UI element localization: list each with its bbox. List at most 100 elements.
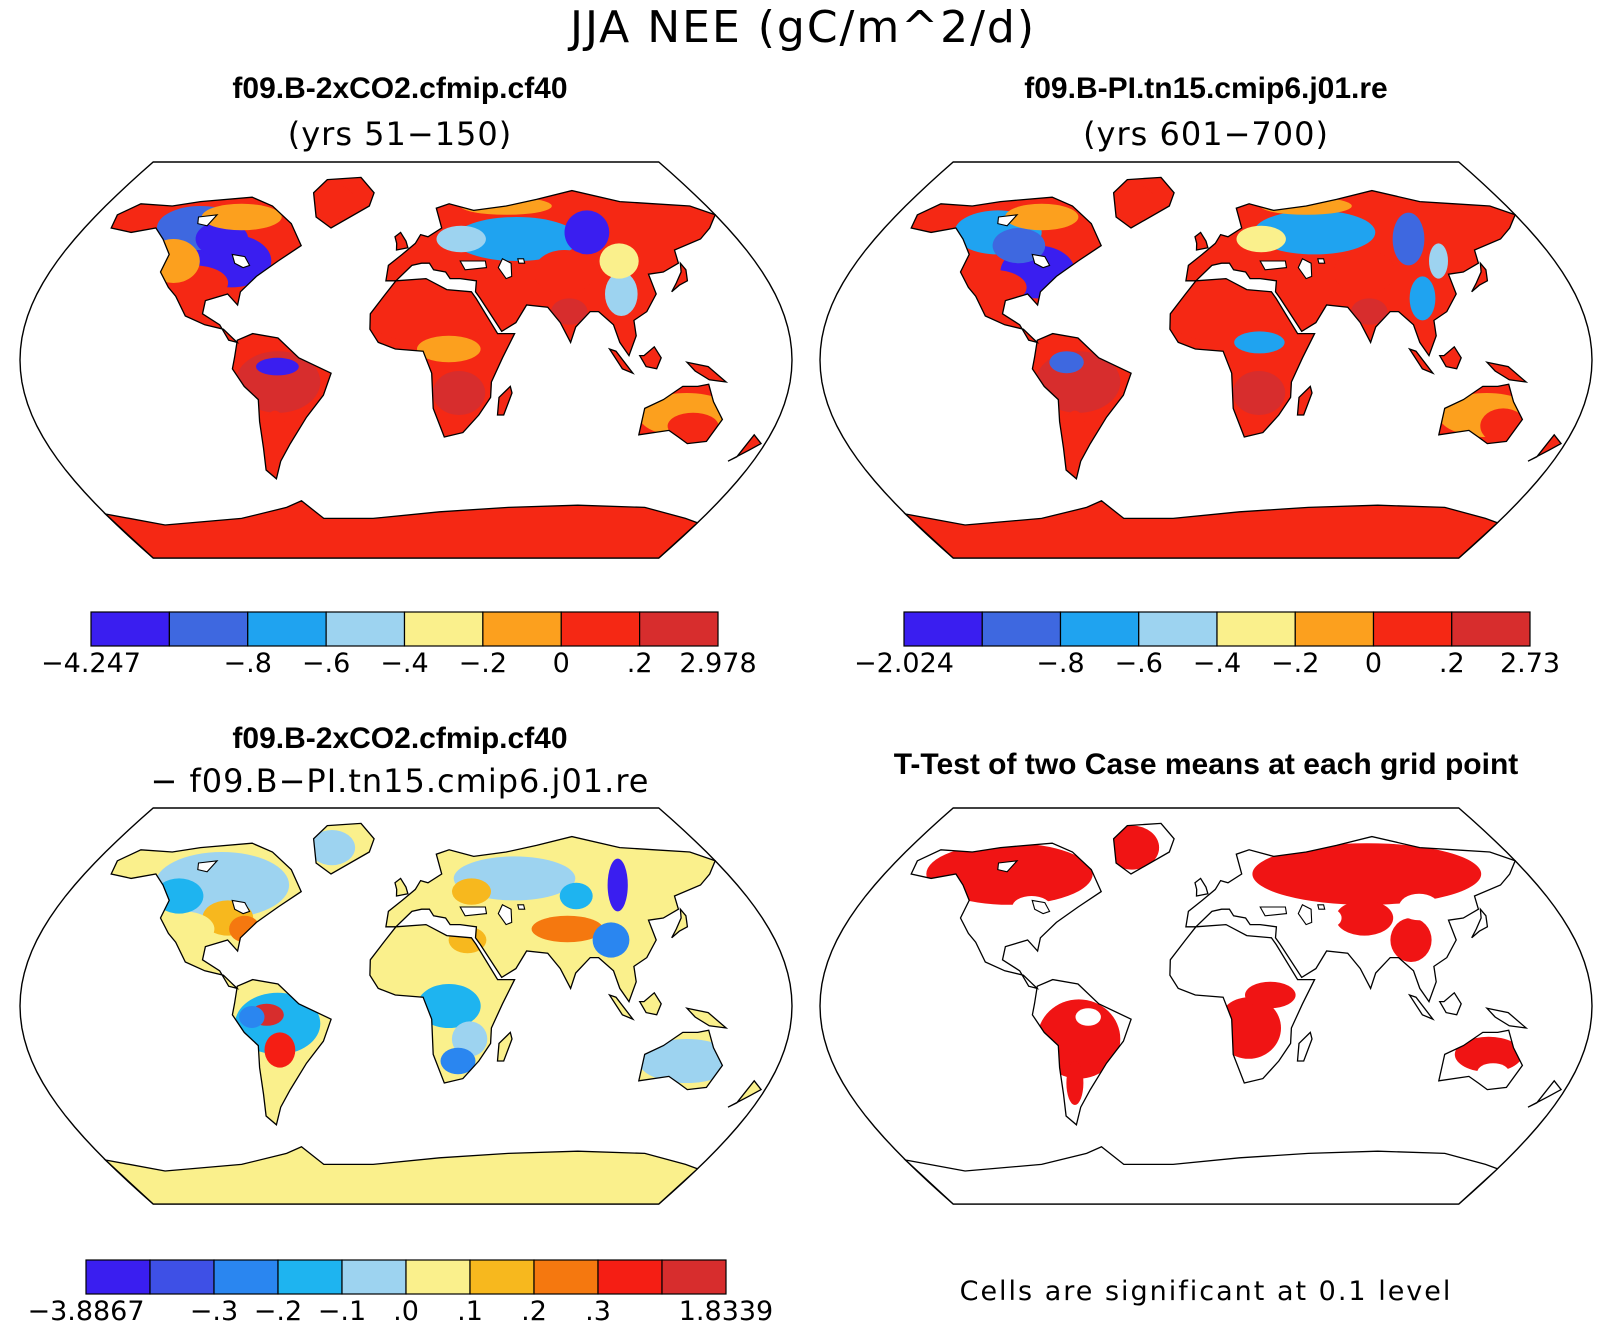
- coastline: [394, 877, 409, 897]
- coastline: [671, 907, 689, 939]
- colorbar-box: [341, 1259, 407, 1295]
- colorbar-box: [1059, 611, 1140, 647]
- lake: [197, 860, 219, 873]
- coastline: [496, 1031, 513, 1062]
- colorbar-tick-label: 2.73: [1499, 648, 1561, 679]
- colorbar-box: [903, 611, 983, 647]
- coastline: [496, 385, 513, 416]
- field-patch: [308, 184, 356, 220]
- coastline: [1031, 332, 1132, 480]
- field-patch: [417, 984, 481, 1028]
- coastline: [685, 361, 729, 383]
- lake: [1297, 258, 1313, 280]
- field-patch: [605, 272, 638, 316]
- coastline: [103, 500, 699, 559]
- coastline: [369, 277, 516, 438]
- coastline: [637, 1029, 724, 1091]
- coastline: [1031, 978, 1132, 1126]
- colorbar-tick-label: 0: [552, 648, 570, 679]
- field-patch: [1477, 1063, 1509, 1081]
- lake: [1259, 260, 1288, 271]
- panel1-map: [19, 161, 793, 559]
- lake: [1031, 253, 1051, 269]
- field-patch: [564, 210, 610, 255]
- coastline: [903, 1146, 1499, 1205]
- field-patch: [1166, 935, 1288, 989]
- coastline: [607, 347, 635, 375]
- field-patch: [1234, 331, 1285, 354]
- coastline: [1438, 345, 1462, 370]
- lake: [517, 904, 526, 910]
- field-patch: [1398, 893, 1440, 921]
- figure-title: JJA NEE (gC/m^2/d): [569, 2, 1037, 53]
- field-patch: [959, 915, 1009, 943]
- colorbar-tick-label: −2.024: [854, 648, 954, 679]
- lake: [1317, 904, 1326, 910]
- lake: [1297, 904, 1313, 926]
- colorbar-box: [1294, 611, 1375, 647]
- colorbar-tick-label: −.2: [458, 648, 508, 679]
- field-patch: [1333, 250, 1396, 294]
- coastline: [638, 991, 662, 1016]
- coastline: [1527, 1079, 1563, 1108]
- field-patch: [1429, 243, 1448, 279]
- field-patch: [1454, 1036, 1523, 1072]
- field-patch: [1390, 918, 1432, 962]
- coastline: [1112, 176, 1175, 229]
- colorbar-tick-label: −.2: [1271, 648, 1320, 679]
- coastline: [1471, 907, 1489, 939]
- lake: [197, 214, 219, 227]
- colorbar-box: [482, 611, 562, 647]
- coastline: [103, 1146, 699, 1205]
- colorbar-tick-label: .2: [626, 648, 653, 679]
- colorbar-tick-label: −.1: [317, 1296, 367, 1327]
- field-patch: [1005, 203, 1079, 231]
- significance-note: Cells are significant at 0.1 level: [959, 1276, 1453, 1307]
- field-patch: [1104, 825, 1160, 870]
- field-patch: [256, 357, 299, 376]
- panel1-subtitle: (yrs 51−150): [287, 115, 513, 153]
- panel1-colorbar: −4.247 −.8 −.6 −.4 −.2 0 .2 2.978: [41, 611, 757, 681]
- coastline: [1296, 1031, 1313, 1062]
- colorbar-tick-label: −.4: [380, 648, 429, 679]
- field-patch: [551, 298, 588, 325]
- panel3-subtitle: − f09.B−PI.tn15.cmip6.j01.re: [150, 762, 650, 800]
- coastline: [1485, 1007, 1529, 1029]
- lake: [459, 906, 488, 917]
- coastline: [110, 196, 303, 344]
- colorbar-box: [1372, 611, 1453, 647]
- field-patch: [1166, 289, 1288, 343]
- colorbar-tick-label: 2.978: [679, 648, 757, 679]
- colorbar-boxes: [85, 1259, 727, 1295]
- colorbar-box: [1451, 611, 1531, 647]
- field-patch: [1335, 900, 1394, 936]
- colorbar-box: [1138, 611, 1218, 647]
- field-patch: [1308, 907, 1342, 929]
- field-patch: [440, 1047, 476, 1075]
- field-patch: [239, 1006, 265, 1028]
- colorbar-box: [597, 1259, 663, 1295]
- colorbar-box: [325, 611, 406, 647]
- field-patch: [1108, 184, 1156, 220]
- field-patch: [1232, 371, 1286, 415]
- colorbar-tick-label: −.8: [1036, 648, 1085, 679]
- field-patch: [531, 915, 604, 943]
- field-patch: [1236, 225, 1286, 253]
- coastline: [1169, 277, 1316, 438]
- colorbar-box: [560, 611, 641, 647]
- coastline: [110, 842, 303, 990]
- field-patch: [453, 217, 579, 261]
- coastline: [1194, 877, 1209, 897]
- colorbar-box: [213, 1259, 279, 1295]
- coastline: [910, 842, 1103, 990]
- field-patch: [432, 371, 486, 415]
- field-patch: [452, 878, 491, 905]
- colorbar-box: [639, 611, 719, 647]
- coastline: [1437, 1029, 1524, 1091]
- coastline: [903, 500, 1499, 559]
- lake: [497, 258, 513, 280]
- coastline: [231, 978, 332, 1126]
- coastline: [312, 822, 375, 875]
- panel3-case-title: f09.B-2xCO2.cfmip.cf40: [232, 722, 568, 755]
- lake: [997, 214, 1019, 227]
